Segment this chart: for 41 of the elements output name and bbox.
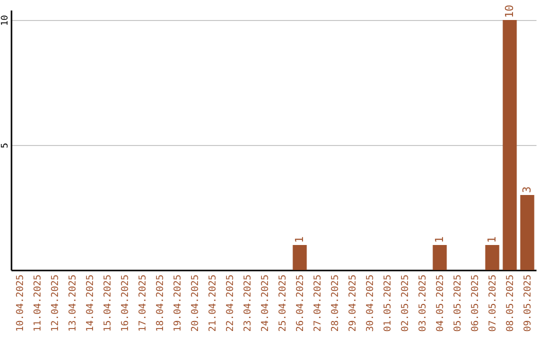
x-tick-label: 01.05.2025 xyxy=(382,274,394,332)
x-tick-label: 16.04.2025 xyxy=(120,274,131,332)
x-tick-label: 14.04.2025 xyxy=(84,274,96,332)
x-tick-label: 06.05.2025 xyxy=(470,274,481,332)
x-tick-label: 20.04.2025 xyxy=(190,274,201,332)
bar xyxy=(485,245,500,270)
x-tick-label: 28.04.2025 xyxy=(330,274,341,332)
x-tick-label: 09.05.2025 xyxy=(522,274,534,332)
data-label: 1 xyxy=(432,236,446,243)
bar xyxy=(292,245,307,270)
x-tick-label: 27.04.2025 xyxy=(312,274,324,332)
x-tick-label: 21.04.2025 xyxy=(207,274,218,332)
x-tick-label: 24.04.2025 xyxy=(260,274,271,332)
data-label: 1 xyxy=(485,236,498,243)
x-tick-label: 19.04.2025 xyxy=(172,274,184,332)
x-tick-label: 03.05.2025 xyxy=(417,274,428,332)
x-tick-label: 04.05.2025 xyxy=(434,274,446,332)
bar xyxy=(432,245,447,270)
data-label: 10 xyxy=(502,4,516,18)
x-tick-label: 08.05.2025 xyxy=(504,274,516,332)
x-tick-label: 13.04.2025 xyxy=(67,274,78,332)
x-tick-label: 30.04.2025 xyxy=(364,274,376,332)
x-tick-label: 29.04.2025 xyxy=(347,274,358,332)
x-tick-label: 10.04.2025 xyxy=(14,274,26,332)
x-tick-label: 23.04.2025 xyxy=(242,274,254,332)
x-tick-label: 12.04.2025 xyxy=(50,274,61,332)
x-tick-label: 22.04.2025 xyxy=(224,274,236,332)
bar xyxy=(502,20,517,270)
x-tick-label: 02.05.2025 xyxy=(400,274,411,332)
x-tick-label: 11.04.2025 xyxy=(32,274,44,332)
data-label: 1 xyxy=(292,236,306,243)
data-label: 3 xyxy=(520,186,534,193)
x-tick-label: 05.05.2025 xyxy=(452,274,464,332)
x-tick-label: 25.04.2025 xyxy=(277,274,288,332)
y-tick-label: 5 xyxy=(0,142,10,148)
x-tick-label: 18.04.2025 xyxy=(154,274,166,332)
x-tick-label: 17.04.2025 xyxy=(137,274,148,332)
x-tick-label: 26.04.2025 xyxy=(294,274,306,332)
bar xyxy=(520,195,534,270)
x-tick-label: 07.05.2025 xyxy=(487,274,498,332)
x-tick-label: 15.04.2025 xyxy=(102,274,114,332)
